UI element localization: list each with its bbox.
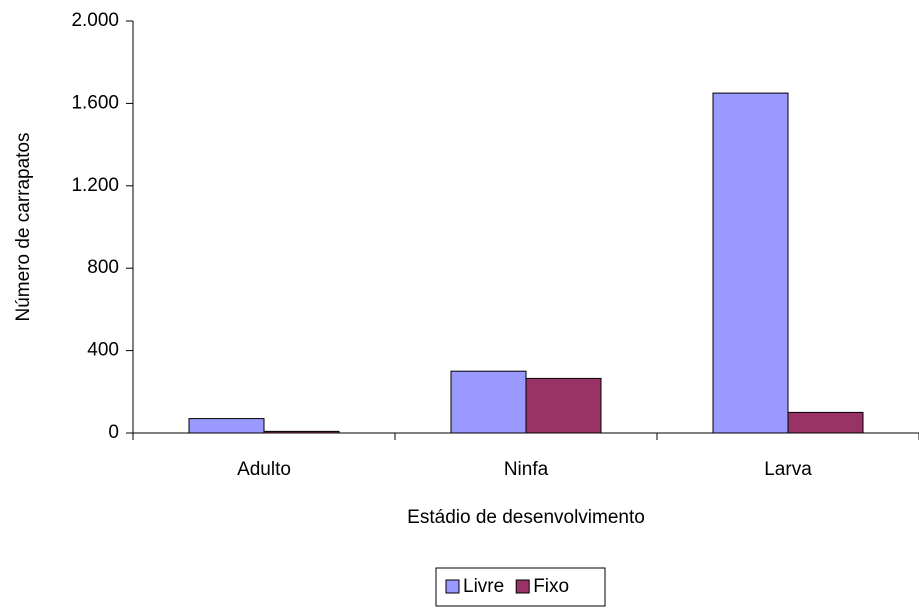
x-tick-label: Adulto — [237, 459, 291, 480]
x-axis-label: Estádio de desenvolvimento — [407, 507, 645, 528]
bar — [188, 418, 265, 434]
legend-label: Fixo — [533, 576, 569, 597]
legend-swatch — [445, 579, 460, 594]
y-tick-label: 400 — [87, 340, 119, 361]
bar — [712, 92, 789, 434]
legend-swatch — [515, 579, 530, 594]
y-tick-label: 800 — [87, 257, 119, 278]
y-tick-label: 0 — [108, 422, 119, 443]
y-tick-label: 2.000 — [71, 10, 119, 31]
bar — [525, 377, 602, 434]
bar — [450, 370, 527, 434]
x-tick-label: Larva — [764, 459, 812, 480]
x-tick-label: Ninfa — [504, 459, 549, 480]
bar — [787, 411, 864, 434]
y-axis-label: Número de carrapatos — [13, 132, 34, 321]
y-tick-label: 1.200 — [71, 175, 119, 196]
y-tick-label: 1.600 — [71, 92, 119, 113]
legend-label: Livre — [463, 576, 504, 597]
